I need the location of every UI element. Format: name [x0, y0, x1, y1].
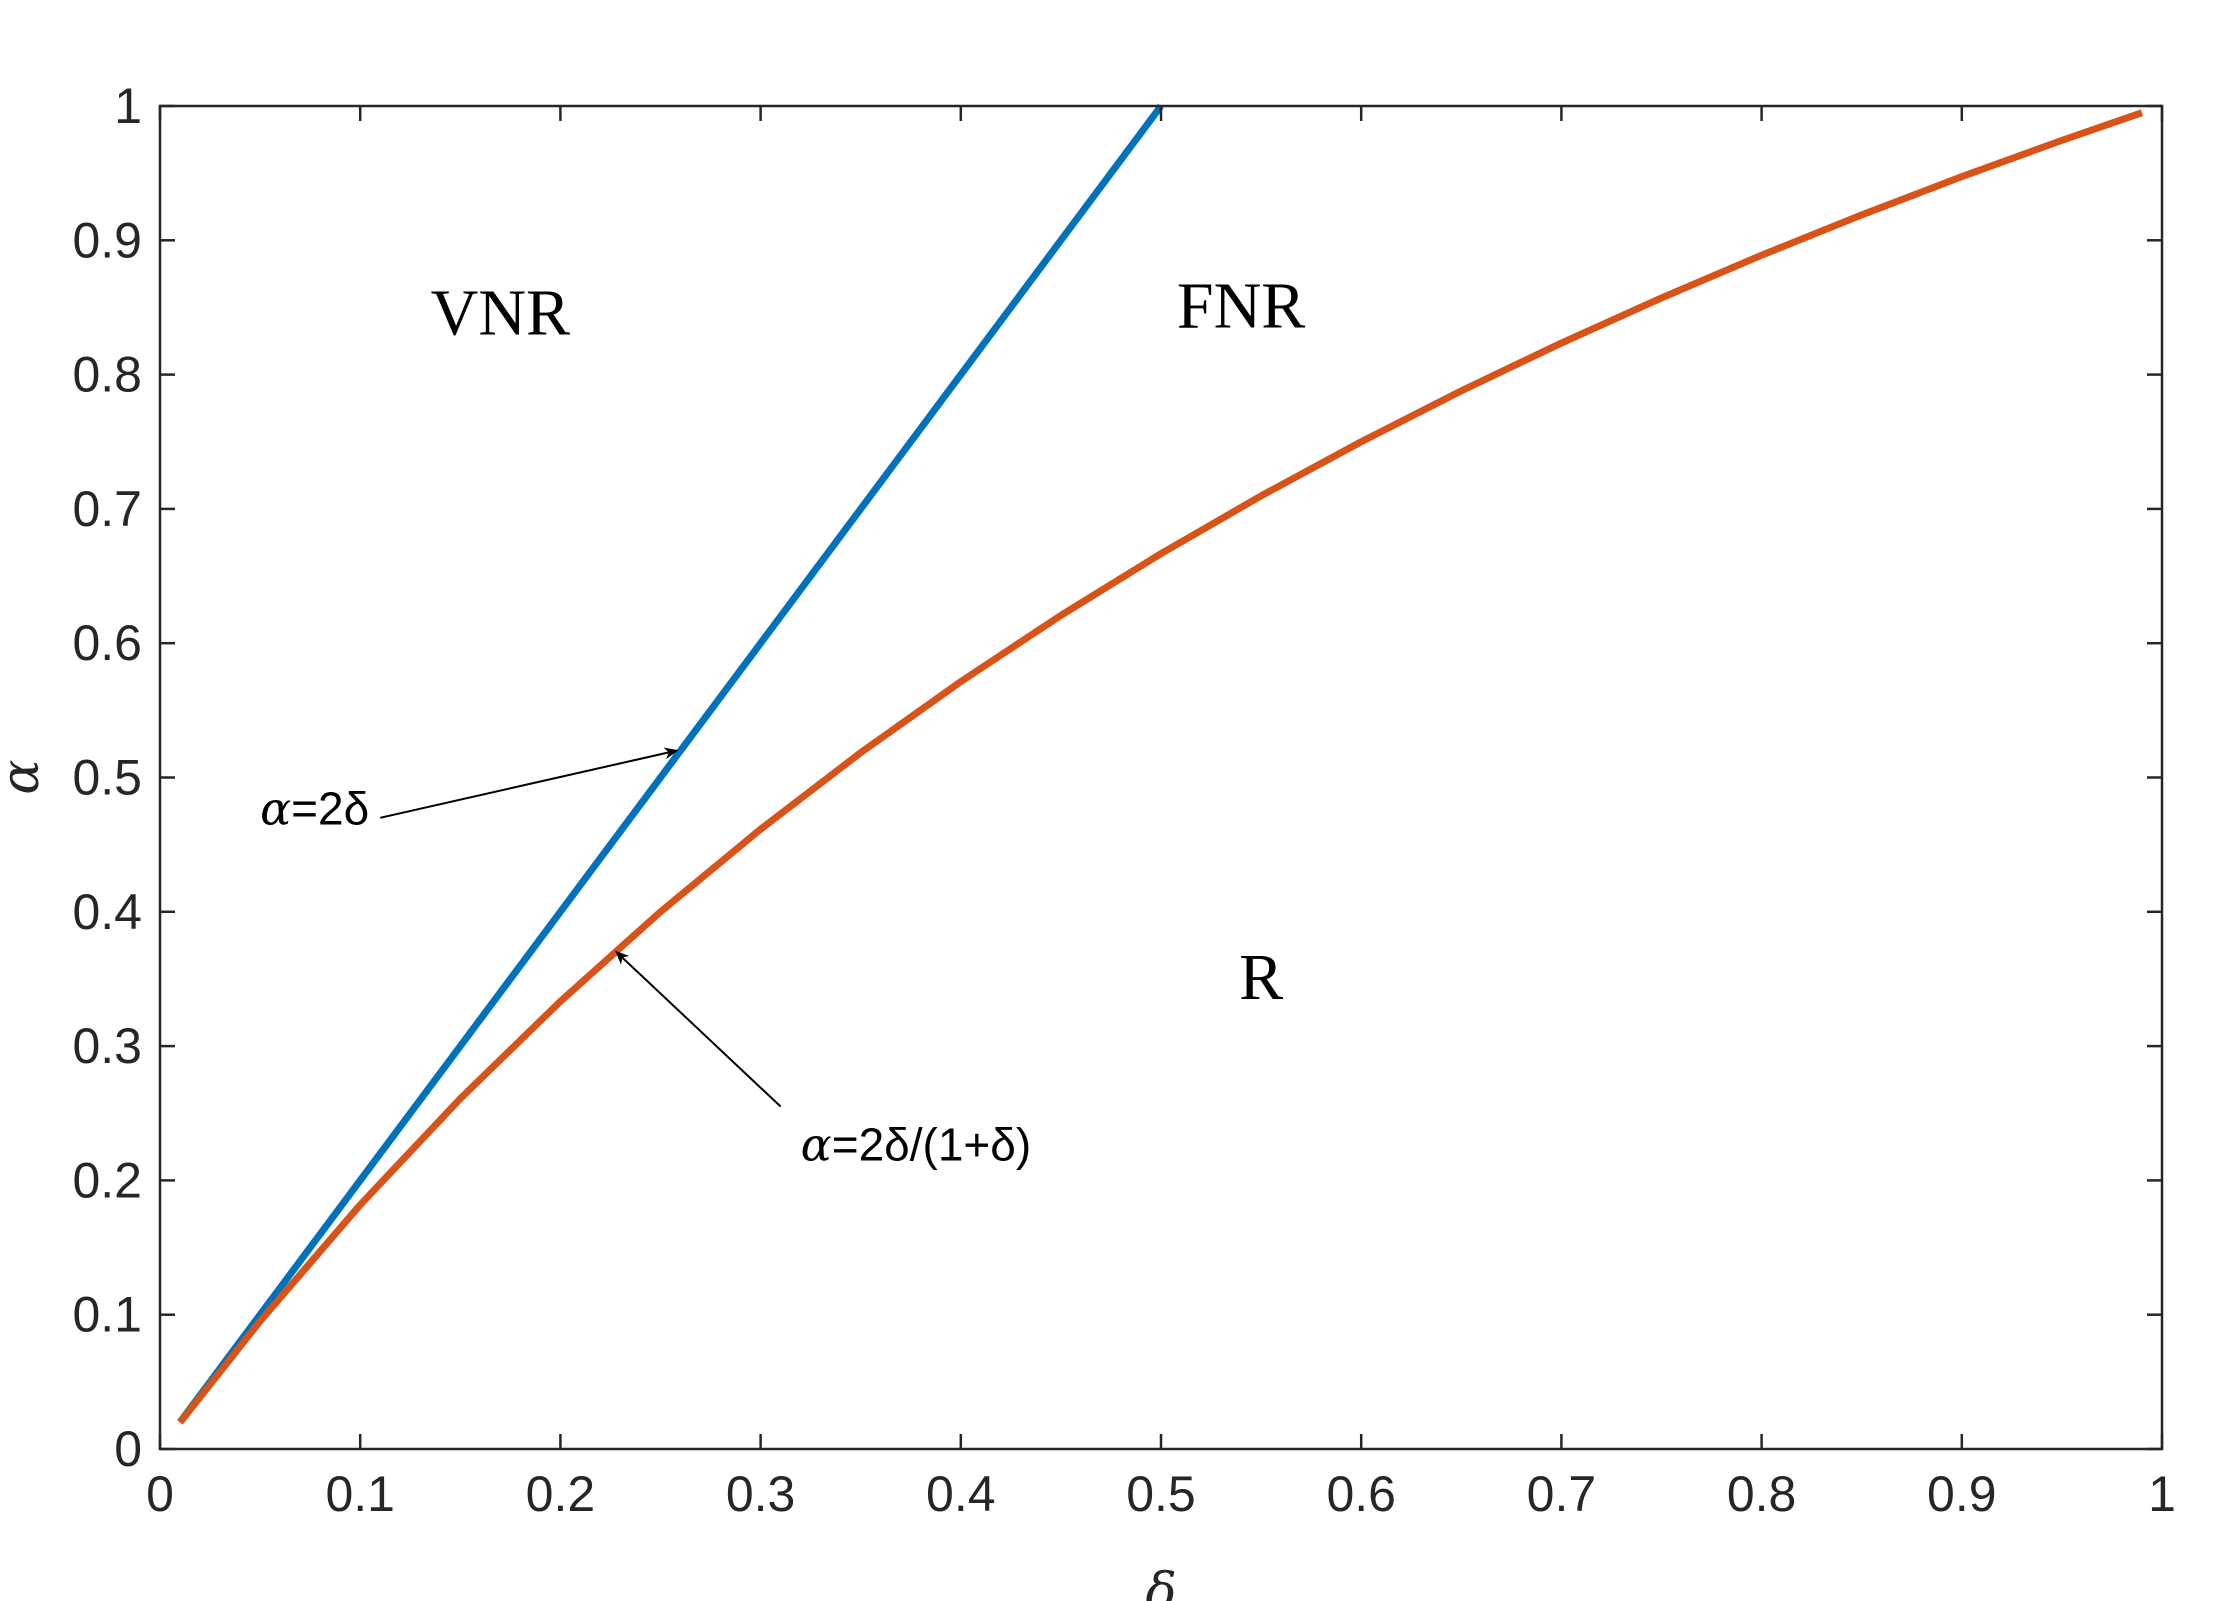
y-tick-label: 1 — [114, 78, 142, 134]
annotation-label-2: α=2δ/(1+δ) — [801, 1117, 1032, 1171]
annotation-arrow-1 — [379, 747, 679, 819]
labels-layer: VNR FNR R — [431, 270, 1306, 1014]
series-line-1 — [177, 103, 1164, 1425]
x-tick-label: 0.8 — [1727, 1466, 1797, 1522]
x-tick-label: 0.2 — [526, 1466, 596, 1522]
series-line-2 — [177, 109, 2144, 1425]
y-tick-label: 0.9 — [72, 212, 142, 268]
x-tick-label: 1 — [2148, 1466, 2176, 1522]
x-tick-label: 0.6 — [1326, 1466, 1396, 1522]
y-tick-label: 0.6 — [72, 615, 142, 671]
plot-frame — [158, 104, 2164, 1451]
y-tick-label: 0.1 — [72, 1287, 142, 1343]
x-tick-label: 0 — [146, 1466, 174, 1522]
plot-background — [160, 106, 2162, 1449]
region-label-r: R — [1239, 941, 1283, 1014]
x-tick-label: 0.4 — [926, 1466, 996, 1522]
y-tick-label: 0.3 — [72, 1018, 142, 1074]
y-tick-label: 0.4 — [72, 884, 142, 940]
y-tick-label: 0.2 — [72, 1152, 142, 1208]
x-tick-label: 0.3 — [726, 1466, 796, 1522]
x-tick-label: 0.7 — [1527, 1466, 1597, 1522]
y-tick-label: 0.8 — [72, 347, 142, 403]
x-axis-label: δ — [1145, 1563, 1176, 1601]
region-label-fnr: FNR — [1177, 270, 1305, 343]
series-layer — [177, 103, 2144, 1425]
annotation-arrow-2 — [614, 950, 782, 1108]
x-tick-label: 0.1 — [325, 1466, 395, 1522]
y-axis-label: α — [0, 759, 51, 794]
y-tick-label: 0.7 — [72, 481, 142, 537]
region-label-vnr: VNR — [431, 276, 570, 349]
annotation-label-1: α=2δ — [260, 782, 369, 836]
annotation-layer: α=2δ α=2δ/(1+δ) — [260, 747, 1032, 1171]
x-tick-label: 0.5 — [1126, 1466, 1196, 1522]
ticks-layer: 0 0.1 0.2 0.3 0.4 0.5 0.6 0.7 0.8 0.9 1 0 0.1 0.2 0.3 0… — [72, 78, 2175, 1522]
x-tick-label: 0.9 — [1927, 1466, 1997, 1522]
y-tick-label: 0 — [114, 1421, 142, 1477]
y-tick-label: 0.5 — [72, 750, 142, 806]
